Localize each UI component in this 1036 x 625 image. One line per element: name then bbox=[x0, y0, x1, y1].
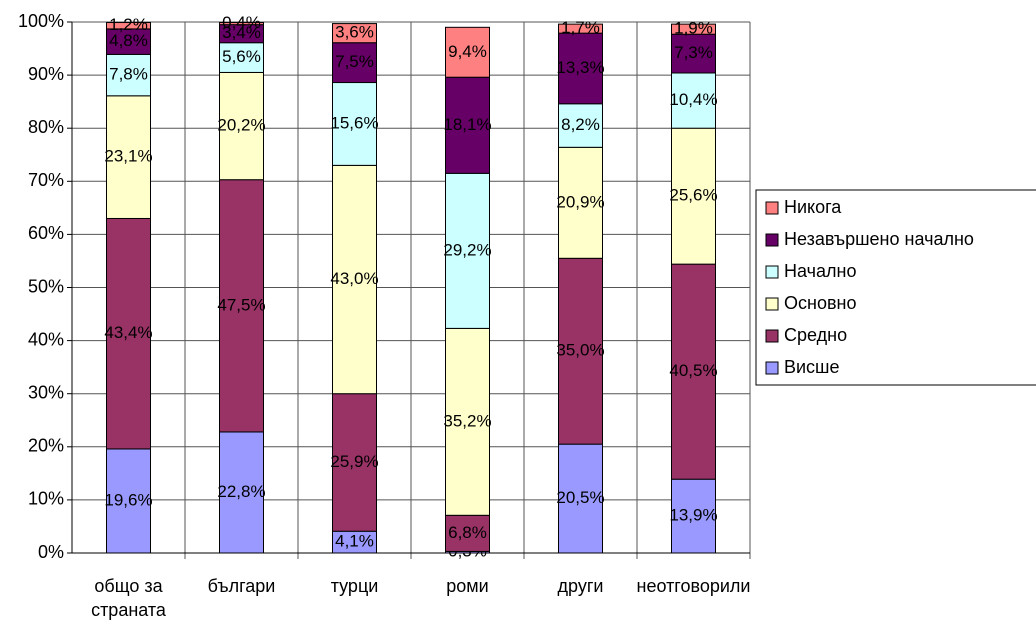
data-label: 15,6% bbox=[330, 113, 378, 132]
bar-segment bbox=[558, 257, 603, 445]
y-tick-label: 30% bbox=[28, 382, 64, 402]
data-label: 22,8% bbox=[217, 482, 265, 501]
x-tick-label: страната bbox=[91, 600, 167, 620]
data-label: 3,6% bbox=[335, 23, 374, 42]
bar-segment bbox=[106, 95, 151, 219]
legend-label: Средно bbox=[784, 325, 847, 345]
legend-label: Висше bbox=[784, 357, 840, 377]
data-label: 40,5% bbox=[669, 361, 717, 380]
bar-segment bbox=[445, 76, 490, 174]
bar-segment bbox=[671, 33, 716, 74]
bar-segment bbox=[219, 42, 264, 73]
data-label: 7,8% bbox=[109, 65, 148, 84]
data-label: 35,2% bbox=[443, 411, 491, 430]
data-label: 20,9% bbox=[556, 192, 604, 211]
bar-segment bbox=[219, 431, 264, 554]
data-label: 43,0% bbox=[330, 269, 378, 288]
x-tick-label: турци bbox=[331, 576, 379, 596]
data-label: 7,3% bbox=[674, 43, 713, 62]
x-tick-label: роми bbox=[446, 576, 488, 596]
y-tick-label: 40% bbox=[28, 329, 64, 349]
data-label: 23,1% bbox=[104, 147, 152, 166]
bar-segment bbox=[445, 172, 490, 329]
bar-segment bbox=[219, 179, 264, 433]
bar-segment bbox=[671, 23, 716, 35]
legend-swatch bbox=[765, 329, 779, 343]
bar-segment bbox=[106, 448, 151, 554]
data-label: 43,4% bbox=[104, 323, 152, 342]
y-tick-label: 100% bbox=[18, 11, 64, 31]
data-label: 7,5% bbox=[335, 52, 374, 71]
legend-label: Основно bbox=[784, 293, 856, 313]
legend-swatch bbox=[765, 297, 779, 311]
y-tick-label: 20% bbox=[28, 436, 64, 456]
data-label: 20,5% bbox=[556, 488, 604, 507]
bar-segment bbox=[219, 22, 264, 26]
bar-segment bbox=[106, 217, 151, 450]
bar-segment bbox=[332, 42, 377, 84]
y-tick-label: 60% bbox=[28, 223, 64, 243]
data-label: 4,1% bbox=[335, 532, 374, 551]
bar-segment bbox=[332, 164, 377, 395]
data-label: 1,2% bbox=[109, 15, 148, 34]
y-tick-label: 90% bbox=[28, 64, 64, 84]
y-tick-label: 80% bbox=[28, 117, 64, 137]
y-tick-label: 70% bbox=[28, 170, 64, 190]
data-label: 20,2% bbox=[217, 116, 265, 135]
bar-segment bbox=[332, 82, 377, 166]
bar-segment bbox=[671, 478, 716, 554]
data-label: 13,9% bbox=[669, 506, 717, 525]
data-label: 10,4% bbox=[669, 90, 717, 109]
bar-segment bbox=[219, 71, 264, 181]
bar-segment bbox=[558, 443, 603, 554]
data-label: 19,6% bbox=[104, 490, 152, 509]
bar-segment bbox=[558, 103, 603, 148]
data-label: 18,1% bbox=[443, 115, 491, 134]
bar-segment bbox=[558, 32, 603, 105]
data-label: 25,6% bbox=[669, 186, 717, 205]
data-label: 4,8% bbox=[109, 31, 148, 50]
legend-box bbox=[755, 189, 1036, 386]
bar-segment bbox=[106, 28, 151, 55]
bar-segment bbox=[332, 393, 377, 532]
bar-segment bbox=[332, 23, 377, 44]
data-label: 9,4% bbox=[448, 42, 487, 61]
x-tick-label: общо за bbox=[94, 576, 163, 596]
legend-swatch bbox=[765, 233, 779, 247]
data-label: 0,4% bbox=[222, 13, 261, 32]
legend-swatch bbox=[765, 265, 779, 279]
bar-segment bbox=[671, 127, 716, 265]
y-tick-label: 10% bbox=[28, 489, 64, 509]
legend-label: Незавършено начално bbox=[784, 229, 974, 249]
legend-label: Начално bbox=[784, 261, 856, 281]
data-label: 29,2% bbox=[443, 240, 491, 259]
legend-swatch bbox=[765, 361, 779, 375]
bar-segment bbox=[106, 22, 151, 30]
bar-segment bbox=[558, 23, 603, 34]
bar-segment bbox=[558, 146, 603, 259]
legend-label: Никога bbox=[784, 197, 842, 217]
bar-segment bbox=[671, 72, 716, 129]
data-label: 3,4% bbox=[222, 23, 261, 42]
x-tick-label: други bbox=[558, 576, 604, 596]
data-label: 6,8% bbox=[448, 523, 487, 542]
x-tick-label: неотговорили bbox=[637, 576, 751, 596]
y-tick-label: 50% bbox=[28, 276, 64, 296]
bar-segment bbox=[445, 514, 490, 552]
y-tick-label: 0% bbox=[38, 542, 64, 562]
legend-swatch bbox=[765, 201, 779, 215]
data-label: 47,5% bbox=[217, 295, 265, 314]
data-label: 1,7% bbox=[561, 18, 600, 37]
data-label: 1,9% bbox=[674, 19, 713, 38]
data-label: 35,0% bbox=[556, 341, 604, 360]
data-label: 8,2% bbox=[561, 115, 600, 134]
bar-segment bbox=[445, 26, 490, 78]
x-tick-label: българи bbox=[208, 576, 276, 596]
data-label: 5,6% bbox=[222, 47, 261, 66]
data-label: 25,9% bbox=[330, 452, 378, 471]
data-label: 13,3% bbox=[556, 58, 604, 77]
